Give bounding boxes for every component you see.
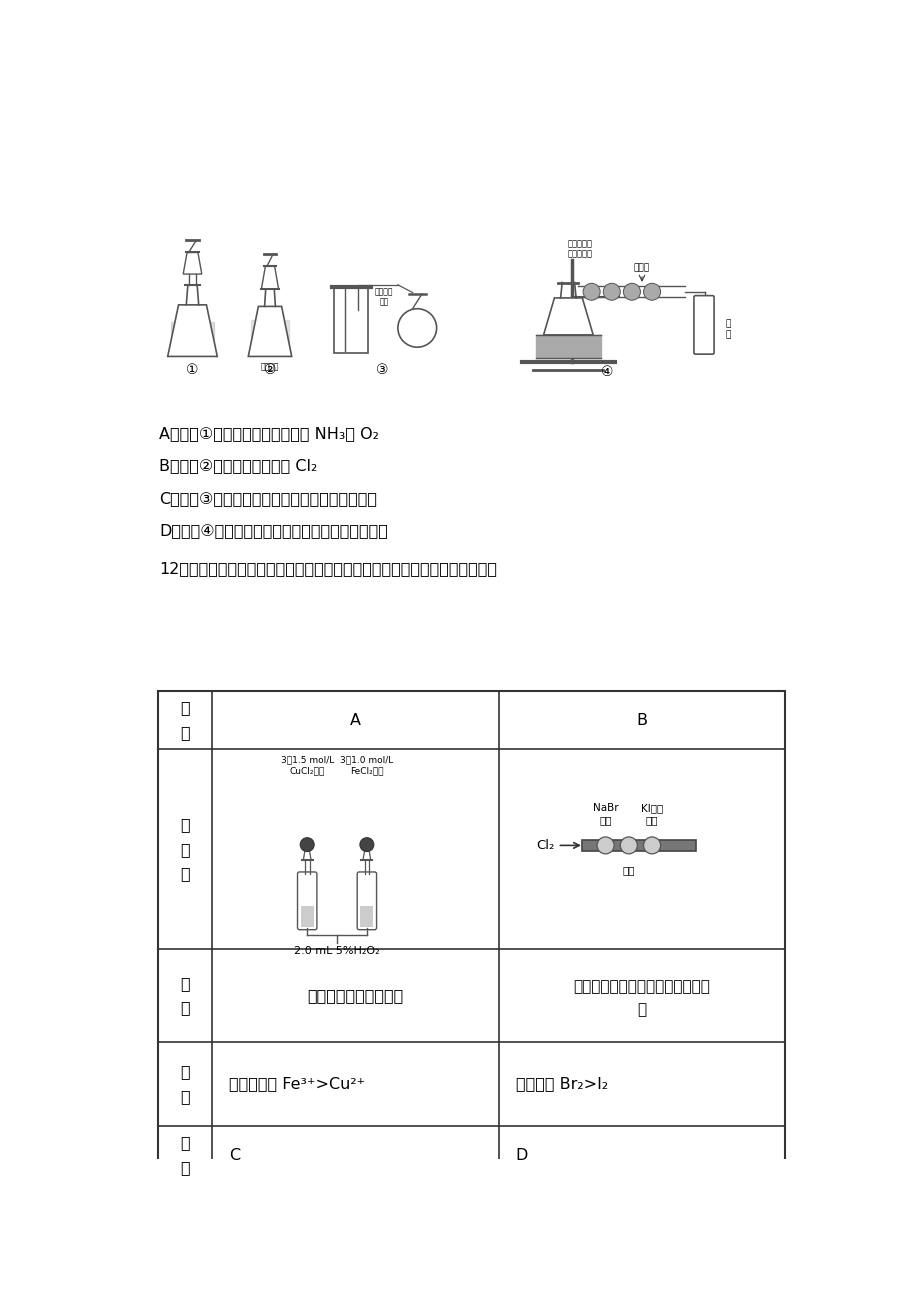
Text: 高锰酸钾: 高锰酸钾 — [260, 362, 279, 371]
Text: B: B — [636, 712, 647, 728]
FancyBboxPatch shape — [297, 872, 316, 930]
Circle shape — [643, 837, 660, 854]
Text: 3滴1.0 mol/L: 3滴1.0 mol/L — [340, 755, 393, 764]
Text: A．装置①可用于实验室制取少量 NH₃或 O₂: A．装置①可用于实验室制取少量 NH₃或 O₂ — [159, 426, 379, 441]
Circle shape — [623, 284, 640, 301]
Text: 左边棉球变棕黄色，右边棉球变蓝: 左边棉球变棕黄色，右边棉球变蓝 — [573, 979, 709, 993]
Text: 氧化性： Br₂>I₂: 氧化性： Br₂>I₂ — [516, 1077, 607, 1091]
Circle shape — [643, 284, 660, 301]
Text: ②: ② — [264, 362, 276, 376]
Text: 浸润了石蜡
油的矿棉棉: 浸润了石蜡 油的矿棉棉 — [567, 240, 592, 259]
Circle shape — [619, 837, 637, 854]
FancyBboxPatch shape — [582, 840, 696, 850]
Text: 2.0 mL 5%H₂O₂: 2.0 mL 5%H₂O₂ — [294, 947, 380, 956]
Polygon shape — [167, 305, 217, 357]
Text: 现
象: 现 象 — [180, 975, 189, 1016]
Text: KI淀粉
溶液: KI淀粉 溶液 — [641, 803, 663, 825]
Circle shape — [300, 837, 313, 852]
FancyBboxPatch shape — [360, 906, 373, 927]
Text: 装
置
图: 装 置 图 — [180, 818, 189, 881]
Polygon shape — [183, 253, 201, 273]
Text: ④: ④ — [600, 365, 613, 379]
Text: 12、控制变量是科学研究重要方法。由下列实验现象一定能得出相应结论的是: 12、控制变量是科学研究重要方法。由下列实验现象一定能得出相应结论的是 — [159, 561, 496, 575]
Polygon shape — [248, 306, 291, 357]
Text: NaBr
溶液: NaBr 溶液 — [592, 803, 618, 825]
Text: 色: 色 — [637, 1003, 646, 1017]
FancyBboxPatch shape — [157, 691, 785, 1185]
Polygon shape — [261, 267, 278, 289]
Circle shape — [596, 837, 614, 854]
Text: ①: ① — [186, 362, 199, 376]
Text: 碘
水: 碘 水 — [725, 320, 731, 340]
Circle shape — [359, 837, 373, 852]
Text: C．装里③可用从右侧管处加水的方法检验气密性: C．装里③可用从右侧管处加水的方法检验气密性 — [159, 491, 377, 505]
Text: 选
项: 选 项 — [180, 1135, 189, 1176]
Text: C: C — [229, 1148, 240, 1163]
FancyBboxPatch shape — [301, 906, 313, 927]
Text: 结
论: 结 论 — [180, 1064, 189, 1104]
Text: 催化活性： Fe³⁺>Cu²⁺: 催化活性： Fe³⁺>Cu²⁺ — [229, 1077, 365, 1091]
Text: B．装置②可用于实验室制备 Cl₂: B．装置②可用于实验室制备 Cl₂ — [159, 458, 317, 474]
Text: 碎瓷片: 碎瓷片 — [633, 263, 650, 272]
Circle shape — [603, 284, 619, 301]
Text: Cl₂: Cl₂ — [536, 838, 554, 852]
Text: 棉球: 棉球 — [622, 866, 634, 875]
Text: CuCl₂溶液: CuCl₂溶液 — [289, 766, 324, 775]
Text: 氢氧化钠
溶液: 氢氧化钠 溶液 — [374, 288, 392, 307]
Text: FeCl₂溶液: FeCl₂溶液 — [350, 766, 383, 775]
Text: 选
项: 选 项 — [180, 700, 189, 740]
Text: A: A — [349, 712, 360, 728]
Text: D．装置④中若溴水褪色则证明石蜡油分解产生乙烯: D．装置④中若溴水褪色则证明石蜡油分解产生乙烯 — [159, 523, 388, 538]
FancyBboxPatch shape — [334, 288, 368, 353]
Text: ③: ③ — [376, 362, 388, 376]
Polygon shape — [543, 298, 593, 335]
Text: 右边试管产生气泡较快: 右边试管产生气泡较快 — [307, 988, 403, 1003]
Circle shape — [583, 284, 599, 301]
Circle shape — [397, 309, 437, 348]
Text: D: D — [516, 1148, 528, 1163]
FancyBboxPatch shape — [357, 872, 376, 930]
Text: 3滴1.5 mol/L: 3滴1.5 mol/L — [280, 755, 334, 764]
FancyBboxPatch shape — [693, 296, 713, 354]
